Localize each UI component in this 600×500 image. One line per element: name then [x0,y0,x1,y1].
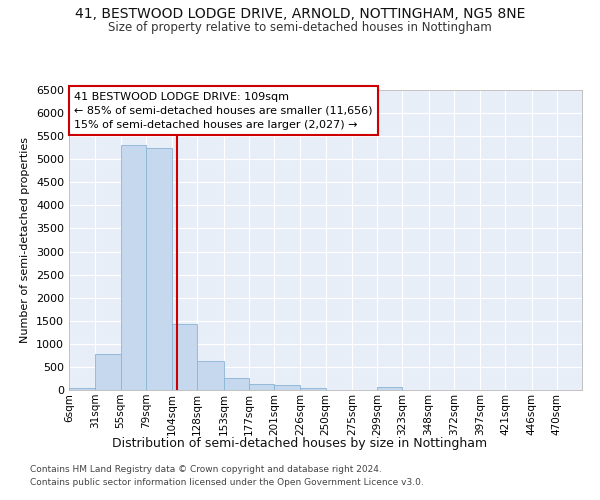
Y-axis label: Number of semi-detached properties: Number of semi-detached properties [20,137,31,343]
Text: 41 BESTWOOD LODGE DRIVE: 109sqm
← 85% of semi-detached houses are smaller (11,65: 41 BESTWOOD LODGE DRIVE: 109sqm ← 85% of… [74,92,373,130]
Bar [249,384,274,390]
Bar [300,388,325,390]
Bar [274,386,300,390]
Bar [172,324,197,390]
Text: Contains public sector information licensed under the Open Government Licence v3: Contains public sector information licen… [30,478,424,487]
Bar [69,388,95,390]
Bar [121,146,146,390]
Bar [377,387,402,390]
Bar [95,354,121,390]
Bar [224,378,249,390]
Text: Contains HM Land Registry data © Crown copyright and database right 2024.: Contains HM Land Registry data © Crown c… [30,466,382,474]
Text: 41, BESTWOOD LODGE DRIVE, ARNOLD, NOTTINGHAM, NG5 8NE: 41, BESTWOOD LODGE DRIVE, ARNOLD, NOTTIN… [75,8,525,22]
Text: Size of property relative to semi-detached houses in Nottingham: Size of property relative to semi-detach… [108,21,492,34]
Bar [146,148,172,390]
Text: Distribution of semi-detached houses by size in Nottingham: Distribution of semi-detached houses by … [112,438,488,450]
Bar [197,361,224,390]
